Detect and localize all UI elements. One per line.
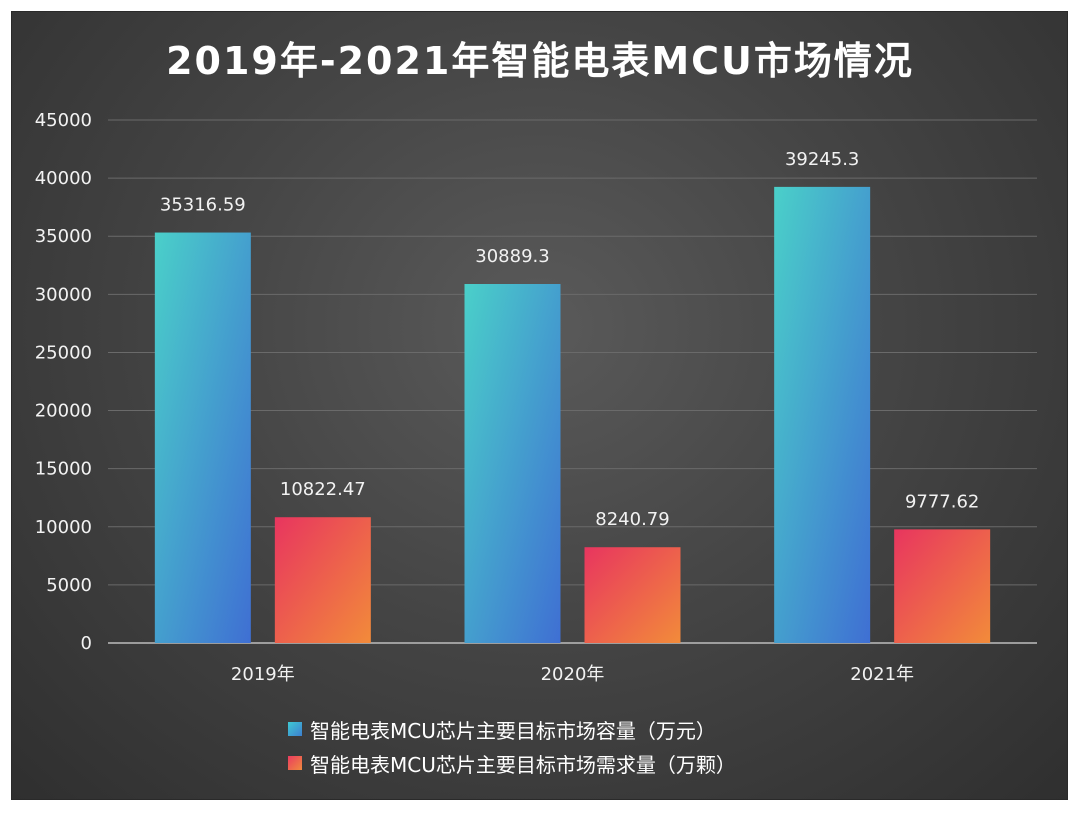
y-tick-label: 15000 [35, 459, 92, 480]
y-tick-label: 20000 [35, 401, 92, 422]
y-tick-label: 0 [81, 633, 92, 654]
data-label: 30889.3 [475, 246, 549, 267]
legend-item-demand: 智能电表MCU芯片主要目标市场需求量（万颗） [288, 746, 736, 780]
legend-swatch-demand [288, 756, 302, 770]
y-tick-label: 40000 [35, 168, 92, 189]
data-label: 35316.59 [160, 195, 246, 216]
x-tick-label: 2020年 [541, 664, 605, 685]
data-label: 9777.62 [905, 491, 979, 512]
data-label: 10822.47 [280, 479, 366, 500]
demand-bar [584, 547, 681, 643]
y-tick-label: 45000 [35, 110, 92, 131]
legend-label-demand: 智能电表MCU芯片主要目标市场需求量（万颗） [310, 752, 736, 777]
capacity-bar [154, 232, 251, 644]
y-tick-label: 25000 [35, 342, 92, 363]
demand-bar [894, 529, 991, 643]
y-tick-label: 35000 [35, 226, 92, 247]
legend-item-capacity: 智能电表MCU芯片主要目标市场容量（万元） [288, 712, 736, 746]
demand-bar [274, 517, 371, 643]
legend: 智能电表MCU芯片主要目标市场容量（万元） 智能电表MCU芯片主要目标市场需求量… [288, 712, 736, 780]
x-tick-label: 2021年 [850, 664, 914, 685]
capacity-bar [464, 283, 561, 643]
capacity-bar [774, 186, 871, 644]
y-tick-label: 30000 [35, 284, 92, 305]
data-label: 8240.79 [595, 509, 669, 530]
chart-title: 2019年-2021年智能电表MCU市场情况 [166, 39, 914, 83]
y-tick-label: 10000 [35, 517, 92, 538]
x-tick-label: 2019年 [231, 664, 295, 685]
data-label: 39245.3 [785, 149, 859, 170]
legend-label-capacity: 智能电表MCU芯片主要目标市场容量（万元） [310, 718, 716, 743]
y-tick-label: 5000 [46, 575, 92, 596]
legend-swatch-capacity [288, 722, 302, 736]
